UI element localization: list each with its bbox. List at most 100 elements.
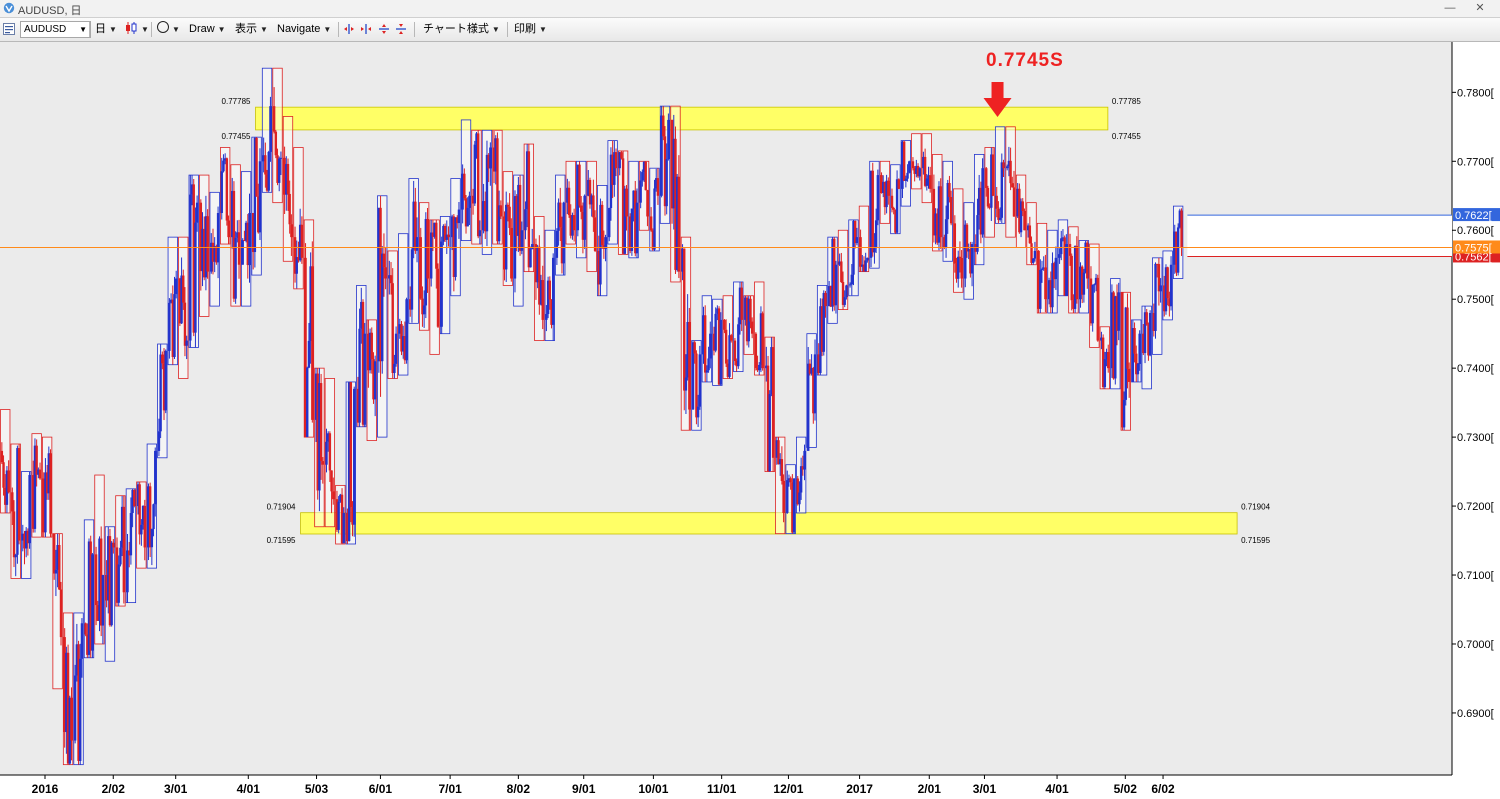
daily-candle-body bbox=[1052, 263, 1056, 280]
time-tick-label: 9/01 bbox=[572, 782, 596, 796]
price-tick-label: 0.7000[ bbox=[1457, 639, 1494, 651]
daily-candle-body bbox=[874, 220, 878, 249]
navigate-menu[interactable]: Navigate ▼ bbox=[277, 21, 331, 38]
daily-candle-body bbox=[319, 383, 323, 462]
daily-candle-body bbox=[66, 652, 70, 764]
daily-candle-body bbox=[178, 278, 182, 324]
daily-candle-body bbox=[223, 158, 227, 161]
daily-candle-body bbox=[1112, 292, 1115, 379]
daily-candle-body bbox=[38, 469, 42, 479]
daily-candle-body bbox=[330, 470, 333, 492]
daily-candle-body bbox=[590, 195, 593, 205]
daily-candle-body bbox=[936, 213, 939, 243]
weekly-range-box bbox=[994, 126, 1006, 224]
chart-area[interactable]: 0.6900[0.7000[0.7100[0.7200[0.7300[0.740… bbox=[0, 42, 1500, 799]
daily-candle-body bbox=[1152, 312, 1156, 331]
daily-candle-body bbox=[803, 450, 806, 470]
daily-candle-body bbox=[642, 161, 646, 173]
daily-candle-body bbox=[391, 283, 394, 373]
chart-style-menu[interactable]: チャート様式 ▼ bbox=[423, 21, 500, 38]
time-axis-panel bbox=[0, 775, 1452, 799]
daily-candle-body bbox=[1051, 263, 1054, 308]
daily-candle-body bbox=[1032, 258, 1035, 263]
daily-candle-body bbox=[934, 213, 937, 236]
daily-candle-body bbox=[122, 506, 126, 593]
weekly-range-box bbox=[900, 140, 911, 207]
minimize-button[interactable]: — bbox=[1444, 2, 1456, 14]
daily-candle-body bbox=[1145, 312, 1148, 325]
display-menu[interactable]: 表示 ▼ bbox=[235, 21, 268, 38]
daily-candle-body bbox=[964, 224, 967, 279]
daily-candle-body bbox=[744, 297, 747, 320]
chart-type-select[interactable]: ▼ bbox=[124, 21, 149, 38]
daily-candle-body bbox=[1096, 277, 1099, 341]
daily-candle-body bbox=[696, 406, 700, 418]
zoom-in-vertical-icon[interactable] bbox=[378, 23, 390, 35]
close-button[interactable]: ✕ bbox=[1475, 2, 1485, 14]
daily-candle-body bbox=[897, 179, 900, 189]
daily-candle-body bbox=[730, 335, 733, 341]
daily-candle-body bbox=[660, 115, 663, 196]
daily-candle-body bbox=[733, 340, 737, 361]
daily-candle-body bbox=[372, 359, 375, 400]
daily-candle-body bbox=[389, 275, 393, 284]
daily-candle-body bbox=[723, 319, 726, 330]
daily-candle-body bbox=[608, 208, 611, 238]
symbol-select[interactable]: AUDUSD ▼ bbox=[20, 21, 91, 38]
daily-candle-body bbox=[86, 634, 89, 655]
daily-candle-body bbox=[340, 494, 344, 544]
daily-candle-body bbox=[1012, 187, 1016, 217]
print-menu[interactable]: 印刷 ▼ bbox=[514, 21, 547, 38]
daily-candle-body bbox=[1122, 399, 1126, 428]
daily-candle-body bbox=[47, 453, 51, 494]
daily-candle-body bbox=[644, 161, 647, 191]
daily-candle-body bbox=[107, 536, 110, 601]
daily-candle-body bbox=[801, 466, 805, 470]
zoom-out-vertical-icon[interactable] bbox=[395, 23, 407, 35]
daily-candle-body bbox=[1127, 368, 1131, 382]
price-chart[interactable]: 0.6900[0.7000[0.7100[0.7200[0.7300[0.740… bbox=[0, 42, 1500, 799]
daily-candle-body bbox=[1002, 162, 1005, 169]
shape-tool-select[interactable]: ▼ bbox=[157, 21, 180, 38]
draw-menu[interactable]: Draw ▼ bbox=[189, 21, 226, 38]
weekly-range-box bbox=[680, 236, 692, 431]
daily-candle-body bbox=[45, 472, 49, 494]
daily-candle-body bbox=[154, 450, 157, 505]
weekly-range-box bbox=[953, 188, 964, 293]
daily-candle-body bbox=[969, 248, 972, 274]
daily-candle-body bbox=[231, 190, 234, 238]
low-price-label: 0.7562[ bbox=[1455, 251, 1492, 263]
daily-candle-body bbox=[843, 297, 846, 305]
daily-candle-body bbox=[997, 208, 1000, 220]
daily-candle-body bbox=[91, 554, 94, 651]
daily-candle-body bbox=[68, 697, 71, 764]
zoom-in-horizontal-icon[interactable] bbox=[343, 23, 355, 35]
daily-candle-body bbox=[403, 336, 407, 361]
zoom-out-horizontal-icon[interactable] bbox=[360, 23, 372, 35]
daily-candle-body bbox=[157, 431, 161, 451]
daily-candle-body bbox=[820, 306, 824, 352]
chart-menu-icon[interactable] bbox=[3, 23, 15, 35]
daily-candle-body bbox=[147, 486, 150, 548]
daily-candle-body bbox=[23, 533, 26, 549]
daily-candle-body bbox=[195, 202, 199, 223]
daily-candle-body bbox=[1005, 166, 1009, 169]
daily-candle-body bbox=[468, 195, 471, 208]
daily-candle-body bbox=[457, 209, 461, 224]
daily-candle-body bbox=[1138, 333, 1141, 364]
daily-candle-body bbox=[49, 453, 52, 534]
daily-candle-body bbox=[724, 329, 728, 364]
daily-candle-body bbox=[152, 504, 155, 530]
daily-candle-body bbox=[401, 336, 405, 352]
daily-candle-body bbox=[328, 433, 332, 471]
daily-candle-body bbox=[510, 227, 513, 279]
timeframe-select[interactable]: 日 ▼ bbox=[95, 21, 117, 38]
weekly-range-box bbox=[984, 147, 995, 238]
daily-candle-body bbox=[26, 530, 30, 544]
daily-candle-body bbox=[5, 470, 9, 505]
daily-candle-body bbox=[304, 257, 307, 438]
resistance-annotation: 0.7745S bbox=[986, 50, 1064, 71]
daily-candle-body bbox=[363, 333, 366, 425]
daily-candle-body bbox=[227, 220, 230, 238]
daily-candle-body bbox=[817, 354, 820, 373]
